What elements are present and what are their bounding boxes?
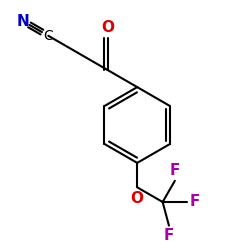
Text: F: F <box>164 228 174 243</box>
Text: F: F <box>190 194 200 210</box>
Text: C: C <box>44 29 53 43</box>
Text: O: O <box>101 20 114 34</box>
Text: N: N <box>17 14 30 29</box>
Text: F: F <box>170 164 180 178</box>
Text: O: O <box>131 191 144 206</box>
